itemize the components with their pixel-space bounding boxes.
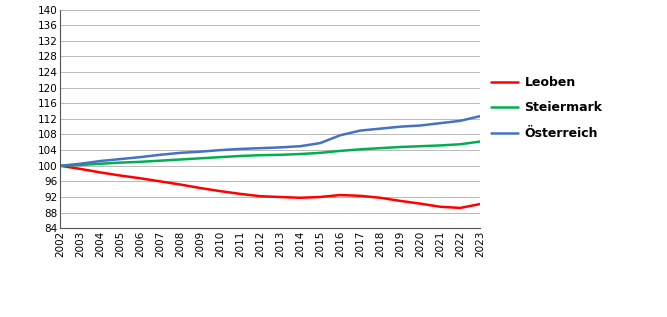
Österreich: [416, 124, 424, 127]
Steiermark: [356, 147, 364, 151]
Österreich: [156, 153, 164, 157]
Steiermark: [396, 145, 404, 149]
Leoben: [176, 183, 184, 186]
Leoben: [436, 205, 444, 209]
Leoben: [116, 174, 124, 178]
Leoben: [396, 199, 404, 203]
Österreich: [376, 127, 384, 131]
Steiermark: [116, 161, 124, 165]
Leoben: [96, 171, 104, 174]
Österreich: [456, 119, 464, 123]
Steiermark: [476, 139, 484, 143]
Steiermark: [256, 153, 264, 157]
Steiermark: [136, 160, 144, 164]
Line: Steiermark: Steiermark: [60, 141, 480, 166]
Österreich: [176, 151, 184, 155]
Steiermark: [176, 158, 184, 161]
Steiermark: [156, 159, 164, 163]
Steiermark: [316, 151, 324, 155]
Österreich: [256, 146, 264, 150]
Österreich: [76, 162, 84, 166]
Österreich: [436, 121, 444, 125]
Österreich: [356, 129, 364, 133]
Leoben: [296, 196, 304, 200]
Leoben: [356, 194, 364, 198]
Österreich: [216, 148, 224, 152]
Leoben: [376, 196, 384, 200]
Leoben: [476, 202, 484, 206]
Steiermark: [236, 154, 244, 158]
Line: Leoben: Leoben: [60, 166, 480, 208]
Leoben: [136, 176, 144, 180]
Leoben: [76, 167, 84, 171]
Österreich: [276, 146, 284, 149]
Österreich: [396, 125, 404, 129]
Leoben: [236, 192, 244, 196]
Steiermark: [436, 144, 444, 147]
Leoben: [276, 195, 284, 199]
Österreich: [296, 144, 304, 148]
Leoben: [256, 194, 264, 198]
Leoben: [336, 193, 344, 197]
Leoben: [456, 206, 464, 210]
Österreich: [136, 155, 144, 159]
Steiermark: [196, 156, 204, 160]
Österreich: [96, 159, 104, 163]
Steiermark: [56, 164, 64, 168]
Steiermark: [296, 152, 304, 156]
Steiermark: [456, 142, 464, 146]
Leoben: [316, 195, 324, 199]
Steiermark: [376, 146, 384, 150]
Steiermark: [416, 144, 424, 148]
Leoben: [216, 189, 224, 193]
Steiermark: [216, 155, 224, 159]
Österreich: [476, 114, 484, 118]
Österreich: [116, 157, 124, 161]
Steiermark: [96, 162, 104, 166]
Steiermark: [276, 153, 284, 157]
Österreich: [236, 147, 244, 151]
Österreich: [336, 133, 344, 137]
Legend: Leoben, Steiermark, Österreich: Leoben, Steiermark, Österreich: [491, 76, 602, 140]
Leoben: [156, 179, 164, 183]
Line: Österreich: Österreich: [60, 116, 480, 166]
Österreich: [196, 150, 204, 154]
Steiermark: [336, 149, 344, 153]
Leoben: [196, 186, 204, 190]
Österreich: [316, 141, 324, 145]
Leoben: [56, 164, 64, 168]
Österreich: [56, 164, 64, 168]
Leoben: [416, 202, 424, 205]
Steiermark: [76, 163, 84, 167]
